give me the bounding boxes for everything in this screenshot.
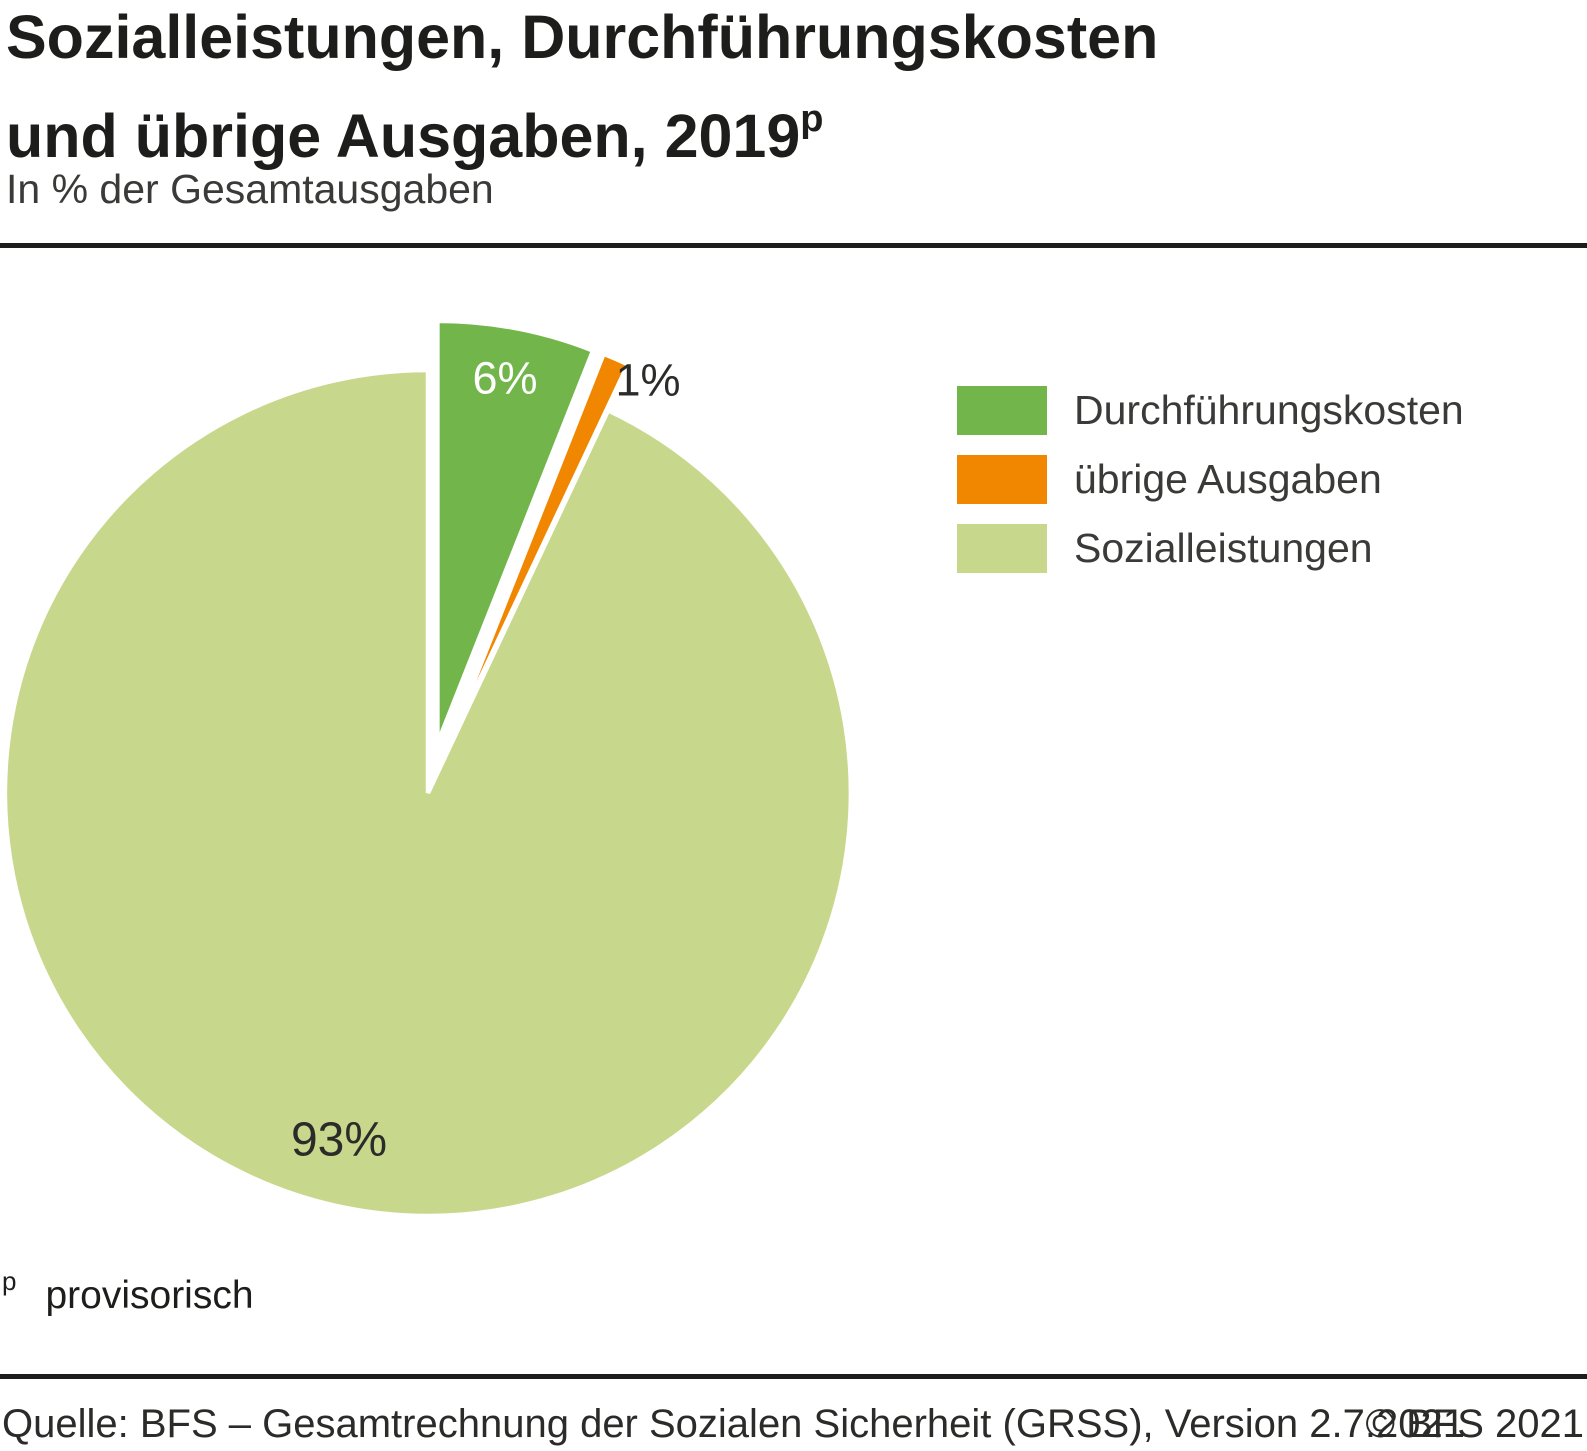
title-superscript: p	[800, 98, 824, 140]
legend-swatch-ubrige-ausgaben	[957, 455, 1047, 504]
bottom-divider	[0, 1374, 1587, 1379]
pie-slice-durchfuhrungskosten	[435, 318, 597, 745]
legend-item-sozialleistungen: Sozialleistungen	[957, 524, 1464, 573]
title-line-2-text: und übrige Ausgaben, 2019	[6, 102, 801, 170]
top-divider	[0, 243, 1587, 248]
title-line-1: Sozialleistungen, Durchführungskosten	[6, 3, 1159, 71]
pie-value-label-ubrige-ausgaben: 1%	[615, 355, 680, 406]
title-line-2: und übrige Ausgaben, 2019p	[6, 78, 1158, 177]
footnote-marker: p	[2, 1266, 17, 1296]
legend-swatch-sozialleistungen	[957, 524, 1047, 573]
legend-item-ubrige-ausgaben: übrige Ausgaben	[957, 455, 1464, 504]
legend: Durchführungskosten übrige Ausgaben Sozial…	[957, 386, 1464, 593]
chart-subtitle: In % der Gesamtausgaben	[6, 166, 494, 212]
pie-slice-sozialleistungen	[2, 367, 854, 1219]
legend-label-ubrige-ausgaben: übrige Ausgaben	[1074, 456, 1382, 502]
legend-label-durchfuhrungskosten: Durchführungskosten	[1074, 387, 1464, 433]
source-text: Quelle: BFS – Gesamtrechnung der Soziale…	[2, 1402, 1465, 1446]
copyright-text: © BFS 2021	[1365, 1402, 1584, 1446]
footnote-text: provisorisch	[45, 1274, 254, 1317]
pie-value-label-sozialleistungen: 93%	[291, 1114, 387, 1167]
pie-slice-ubrige-ausgaben	[445, 350, 631, 749]
pie-chart: 6% 1% 93%	[2, 318, 854, 1219]
legend-label-sozialleistungen: Sozialleistungen	[1074, 525, 1373, 571]
footnote: p provisorisch	[2, 1266, 254, 1318]
pie-value-label-durchfuhrungskosten: 6%	[472, 353, 537, 404]
legend-swatch-durchfuhrungskosten	[957, 386, 1047, 435]
page-title: Sozialleistungen, Durchführungskosten un…	[6, 0, 1158, 177]
legend-item-durchfuhrungskosten: Durchführungskosten	[957, 386, 1464, 435]
